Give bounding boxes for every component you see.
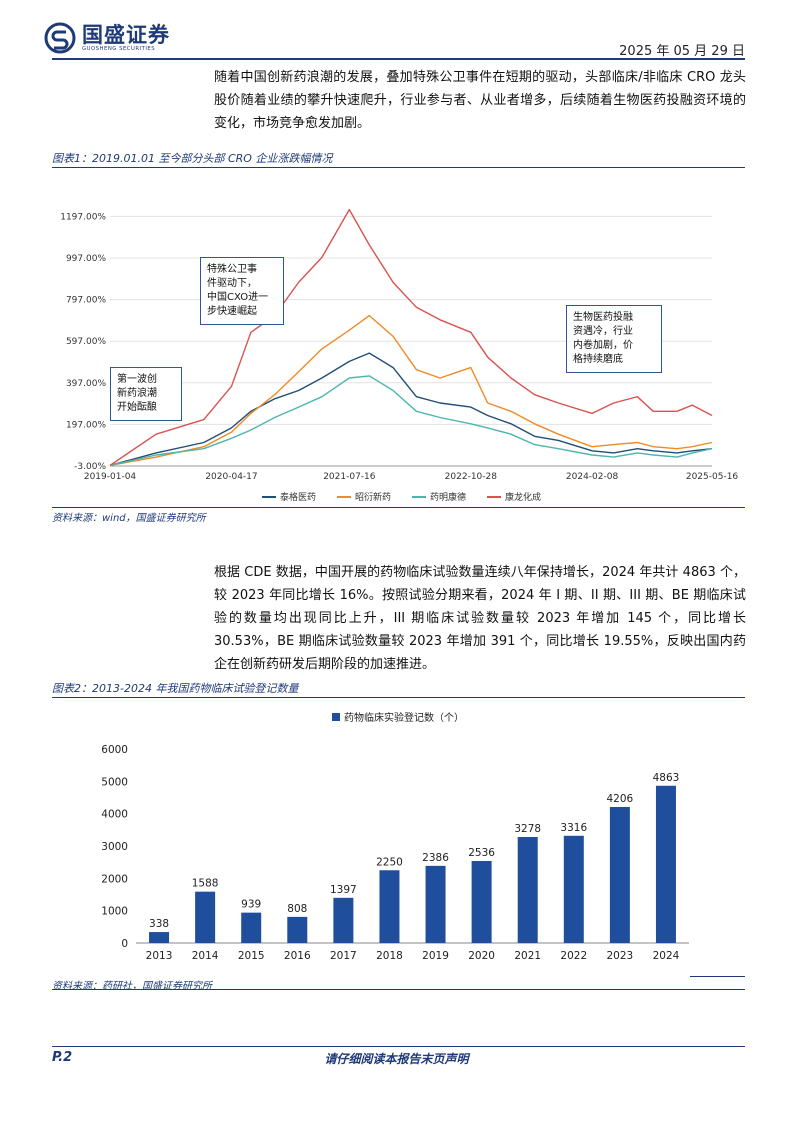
data-label: 4863 <box>653 772 680 784</box>
x-tick-label: 2022 <box>560 950 587 962</box>
paragraph-intro: 随着中国创新药浪潮的发展，叠加特殊公卫事件在短期的驱动，头部临床/非临床 CRO… <box>214 70 746 131</box>
data-label: 3316 <box>560 822 587 834</box>
y-tick-label: 1197.00% <box>60 212 106 222</box>
x-tick-label: 2016 <box>284 950 311 962</box>
bar <box>563 835 584 943</box>
paragraph-clinical-trials: 根据 CDE 数据，中国开展的药物临床试验数量连续八年保持增长，2024 年共计… <box>214 565 746 672</box>
legend-item: 康龙化成 <box>487 491 541 503</box>
x-tick-label: 2023 <box>607 950 634 962</box>
bar <box>471 861 492 943</box>
bar <box>287 916 308 943</box>
page-number: P.2 <box>52 1050 73 1065</box>
data-label: 2386 <box>422 852 449 864</box>
y-tick-label: 4000 <box>101 809 128 821</box>
footer-divider <box>52 1046 745 1047</box>
figure1-bottom-rule <box>52 507 745 508</box>
data-label: 2536 <box>468 847 495 859</box>
annotation-first-wave: 第一波创 新药浪潮 开始酝酿 <box>110 367 182 421</box>
data-label: 4206 <box>607 793 634 805</box>
bar <box>195 891 216 943</box>
data-label: 1397 <box>330 884 357 896</box>
x-tick-label: 2024 <box>653 950 680 962</box>
bar <box>149 932 170 943</box>
bar <box>655 785 676 943</box>
series-line <box>109 314 713 467</box>
y-tick-label: -3.00% <box>74 462 106 472</box>
x-tick-label: 2024-02-08 <box>566 472 619 482</box>
x-tick-label: 2021-07-16 <box>323 472 376 482</box>
figure2-source: 资料来源：药研社，国盛证券研究所 <box>52 981 212 992</box>
series-line <box>109 375 713 467</box>
y-tick-label: 1000 <box>101 906 128 918</box>
y-tick-label: 0 <box>121 938 128 950</box>
report-date: 2025 年 05 月 29 日 <box>619 44 745 59</box>
annotation-public-health: 特殊公卫事 件驱动下， 中国CXO进一 步快速崛起 <box>200 257 284 325</box>
chart-title: 药物临床实验登记数（个） <box>344 711 464 724</box>
legend-label: 药明康德 <box>430 491 466 503</box>
legend-item: 药明康德 <box>412 491 466 503</box>
legend-item: 药物临床实验登记数（个） <box>332 711 464 724</box>
legend-item: 昭衍新药 <box>337 491 391 503</box>
bar-chart: 6000 5000 4000 3000 2000 1000 0 338 2013 1588 2014… <box>101 711 689 962</box>
y-tick-label: 2000 <box>101 873 128 885</box>
figure1-source: 资料来源：wind，国盛证券研究所 <box>52 513 206 524</box>
x-tick-label: 2020-04-17 <box>205 472 257 482</box>
figure1-title: 图表1：2019.01.01 至今部分头部 CRO 企业涨跌幅情况 <box>52 152 333 165</box>
figure2-title: 图表2：2013-2024 年我国药物临床试验登记数量 <box>52 682 299 695</box>
y-tick-label: 997.00% <box>66 254 106 264</box>
line-chart: 1197.00% 997.00% 797.00% 597.00% 397.00% 197.… <box>60 208 739 503</box>
company-name: 国盛证券 <box>82 23 170 47</box>
x-tick-label: 2019 <box>422 950 449 962</box>
data-label: 3278 <box>514 823 541 835</box>
figure1-top-rule <box>52 167 745 168</box>
x-tick-label: 2020 <box>468 950 495 962</box>
bar <box>517 837 538 943</box>
y-tick-label: 797.00% <box>66 296 106 306</box>
data-label: 939 <box>241 899 261 911</box>
data-label: 338 <box>149 918 169 930</box>
x-tick-label: 2019-01-04 <box>84 472 137 482</box>
bar <box>609 807 630 943</box>
bar <box>379 870 400 943</box>
y-tick-label: 597.00% <box>66 337 106 347</box>
data-label: 2250 <box>376 856 403 868</box>
x-tick-label: 2021 <box>514 950 541 962</box>
y-tick-label: 5000 <box>101 776 128 788</box>
legend-label: 昭衍新药 <box>355 491 391 503</box>
y-tick-label: 3000 <box>101 841 128 853</box>
x-tick-label: 2025-05-16 <box>686 472 739 482</box>
figure2-top-rule <box>52 697 745 698</box>
legend-label: 康龙化成 <box>505 491 541 503</box>
x-tick-label: 2013 <box>146 950 173 962</box>
figure2-bottom-rule <box>52 989 745 990</box>
x-tick-label: 2018 <box>376 950 403 962</box>
legend-swatch <box>332 713 340 721</box>
series-line <box>109 208 713 466</box>
bar <box>333 897 354 943</box>
figure2-right-rule <box>690 976 745 977</box>
y-tick-label: 197.00% <box>66 420 106 430</box>
y-tick-label: 397.00% <box>66 379 106 389</box>
footer-disclaimer: 请仔细阅读本报告末页声明 <box>324 1052 469 1066</box>
data-label: 808 <box>287 903 307 915</box>
company-logo: 国盛证券 GUOSHENG SECURITIES <box>44 22 170 54</box>
bar <box>241 912 262 943</box>
x-tick-label: 2015 <box>238 950 265 962</box>
header-divider <box>52 58 745 60</box>
series-line <box>109 352 713 467</box>
company-name-en: GUOSHENG SECURITIES <box>82 46 156 52</box>
annotation-financing-cold: 生物医药投融 资遇冷，行业 内卷加剧，价 格持续磨底 <box>566 305 662 373</box>
bar <box>425 865 446 943</box>
y-tick-label: 6000 <box>101 744 128 756</box>
x-tick-label: 2014 <box>192 950 219 962</box>
logo-icon <box>44 22 76 54</box>
legend-item: 泰格医药 <box>262 491 316 503</box>
x-tick-label: 2017 <box>330 950 357 962</box>
legend-label: 泰格医药 <box>280 491 316 503</box>
data-label: 1588 <box>192 878 219 890</box>
x-tick-label: 2022-10-28 <box>445 472 498 482</box>
